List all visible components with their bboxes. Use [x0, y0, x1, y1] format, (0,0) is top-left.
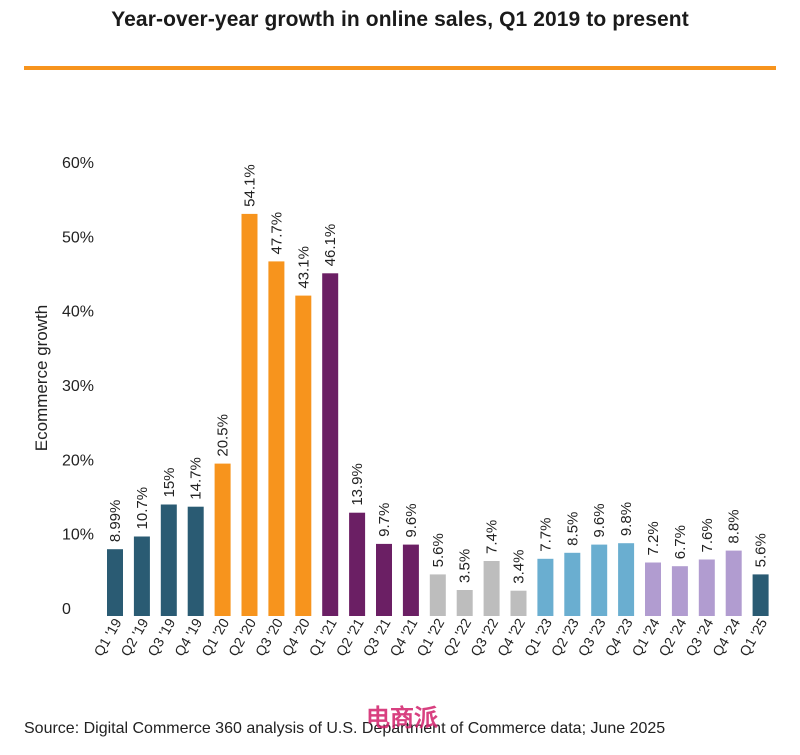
value-label: 7.4%: [484, 520, 501, 554]
value-labels-group: 8.99% 10.7% 15% 14.7% 20.5% 54.1% 47.7% 43.1% 46…: [107, 164, 770, 583]
bar: [483, 561, 500, 616]
value-label: 6.7%: [672, 525, 689, 559]
bar: [268, 261, 285, 616]
y-tick-label: 10%: [62, 527, 94, 544]
value-label: 8.99%: [107, 500, 124, 543]
value-label: 8.5%: [564, 512, 581, 546]
chart-title: Year-over-year growth in online sales, Q…: [111, 8, 689, 31]
value-label: 13.9%: [349, 463, 366, 506]
bar-chart: Ecommerce growth 0 10% 20% 30% 40% 50% 60% 8.9…: [32, 155, 770, 659]
bar: [349, 512, 366, 616]
value-label: 9.6%: [591, 503, 608, 537]
value-label: 5.6%: [430, 533, 447, 567]
bar: [187, 506, 204, 616]
value-label: 43.1%: [295, 246, 312, 289]
y-tick-label: 40%: [62, 304, 94, 321]
watermark-logo: 电商派: [366, 704, 438, 732]
bars-group: [107, 213, 769, 616]
value-label: 20.5%: [215, 414, 232, 457]
bar: [564, 552, 581, 616]
bar: [645, 562, 661, 616]
bar: [160, 504, 177, 616]
value-label: 47.7%: [268, 212, 285, 255]
value-label: 3.4%: [511, 550, 528, 584]
bar: [429, 574, 446, 616]
bar: [510, 590, 527, 616]
bar: [241, 213, 258, 616]
y-tick-label: 30%: [62, 378, 94, 395]
bar: [618, 543, 635, 616]
bar: [107, 549, 123, 616]
value-label: 7.6%: [699, 518, 716, 552]
bar: [133, 536, 150, 616]
value-label: 9.6%: [403, 503, 420, 537]
value-label: 5.6%: [753, 533, 770, 567]
bar: [698, 559, 715, 616]
bar: [591, 544, 608, 616]
bar: [537, 558, 554, 616]
value-label: 7.2%: [645, 521, 662, 555]
y-tick-label: 20%: [62, 452, 94, 469]
value-label: 3.5%: [457, 549, 474, 583]
bar: [214, 463, 231, 616]
value-label: 10.7%: [134, 487, 151, 530]
title-divider: [24, 66, 776, 70]
bar: [752, 574, 769, 616]
value-label: 15%: [161, 467, 178, 497]
watermark-text: 电商派: [366, 704, 438, 732]
bar: [725, 550, 742, 616]
bar: [322, 273, 339, 616]
source-note: Source: Digital Commerce 360 analysis of…: [24, 720, 666, 737]
x-tick-label: Q1 '25: [736, 615, 770, 659]
bar: [295, 295, 312, 616]
bar: [376, 543, 392, 616]
bar: [402, 544, 419, 616]
bar: [456, 590, 473, 616]
y-tick-label: 50%: [62, 229, 94, 246]
value-label: 46.1%: [322, 224, 339, 267]
value-label: 9.7%: [376, 503, 393, 537]
value-label: 7.7%: [537, 518, 554, 552]
value-label: 14.7%: [188, 457, 205, 500]
value-label: 8.8%: [726, 509, 743, 543]
value-label: 54.1%: [242, 164, 259, 207]
y-axis-ticks: 0 10% 20% 30% 40% 50% 60%: [62, 155, 94, 618]
bar: [671, 566, 688, 616]
y-tick-label: 60%: [62, 155, 94, 172]
value-label: 9.8%: [618, 502, 635, 536]
y-axis-label: Ecommerce growth: [32, 305, 51, 451]
y-tick-label: 0: [62, 601, 71, 618]
